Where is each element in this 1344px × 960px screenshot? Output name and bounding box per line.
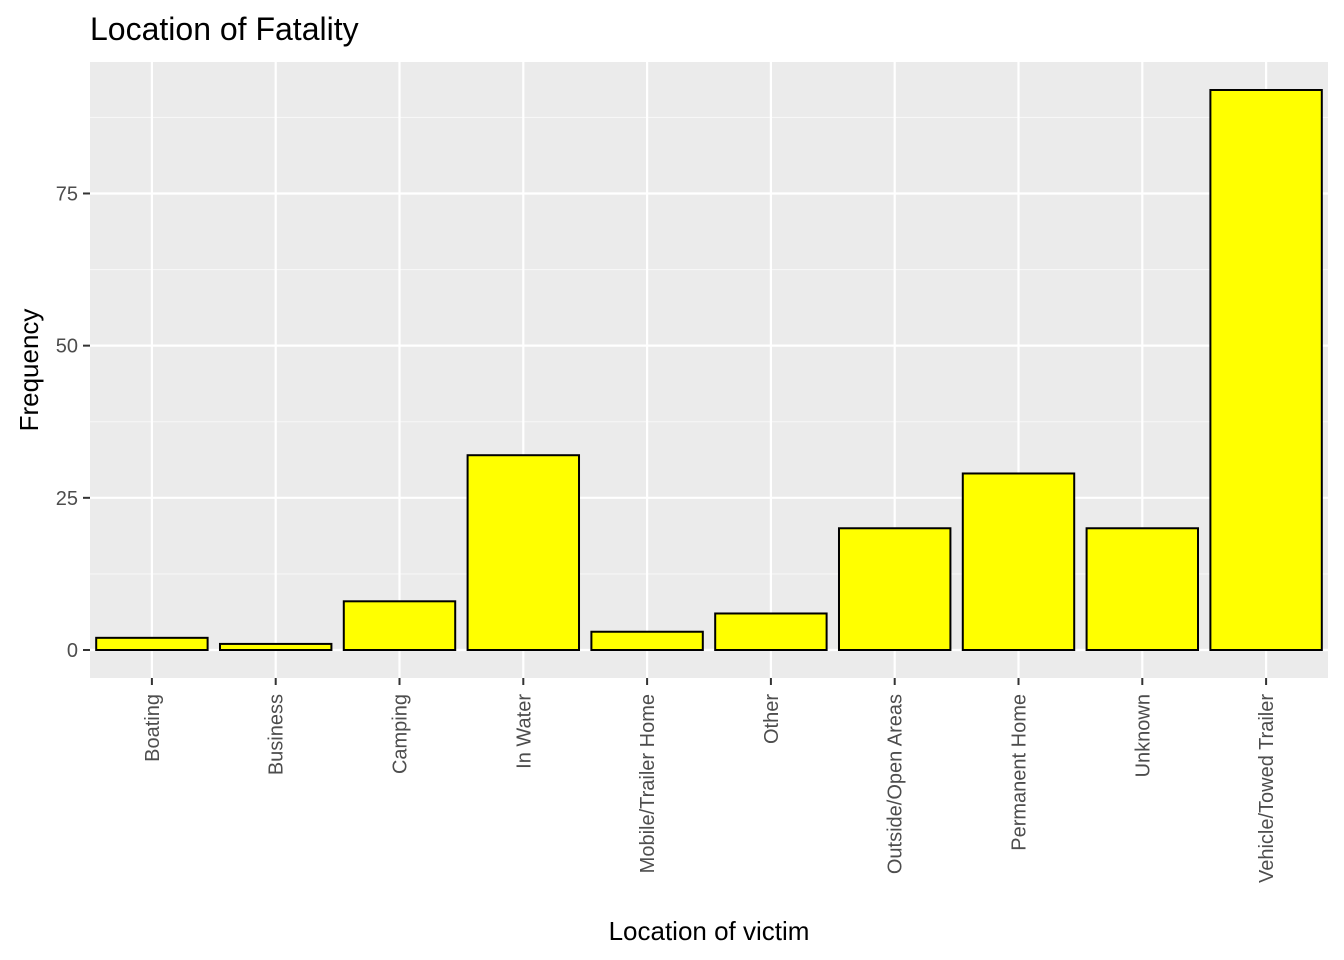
y-tick-label: 0 bbox=[67, 640, 78, 662]
x-tick-label: In Water bbox=[513, 694, 535, 769]
y-axis: 0 25 50 75 bbox=[56, 183, 90, 662]
x-tick-label: Camping bbox=[390, 694, 412, 774]
x-axis-title: Location of victim bbox=[609, 916, 810, 946]
x-tick-label: Other bbox=[761, 694, 783, 744]
bar-unknown bbox=[1085, 527, 1200, 651]
x-tick-label: Vehicle/Towed Trailer bbox=[1256, 694, 1278, 883]
major-gridlines bbox=[90, 62, 1328, 678]
bars bbox=[95, 89, 1323, 652]
x-tick-label: Outside/Open Areas bbox=[885, 694, 907, 874]
x-tick-label: Unknown bbox=[1132, 694, 1154, 777]
y-tick-label: 75 bbox=[56, 183, 78, 205]
y-axis-title: Frequency bbox=[14, 309, 44, 432]
bar-boating bbox=[95, 636, 209, 652]
x-axis: Boating Business Camping In Water Mobile/Tra… bbox=[142, 678, 1278, 883]
y-tick-label: 25 bbox=[56, 488, 78, 510]
chart-title: Location of Fatality bbox=[90, 11, 359, 47]
bar-vehicle-towed-trailer bbox=[1209, 89, 1323, 651]
bar-mobile-trailer-home bbox=[590, 630, 704, 652]
bar-business bbox=[218, 642, 333, 651]
bar-permanent-home bbox=[961, 472, 1076, 652]
bar-other bbox=[714, 612, 828, 652]
x-tick-label: Permanent Home bbox=[1009, 694, 1031, 851]
x-tick-label: Business bbox=[266, 694, 288, 775]
x-tick-label: Mobile/Trailer Home bbox=[637, 694, 659, 873]
x-tick-label: Boating bbox=[142, 694, 164, 762]
bar-in-water bbox=[466, 454, 581, 651]
bar-camping bbox=[342, 600, 457, 651]
y-tick-label: 50 bbox=[56, 336, 78, 358]
bar-outside-open-areas bbox=[837, 527, 952, 651]
